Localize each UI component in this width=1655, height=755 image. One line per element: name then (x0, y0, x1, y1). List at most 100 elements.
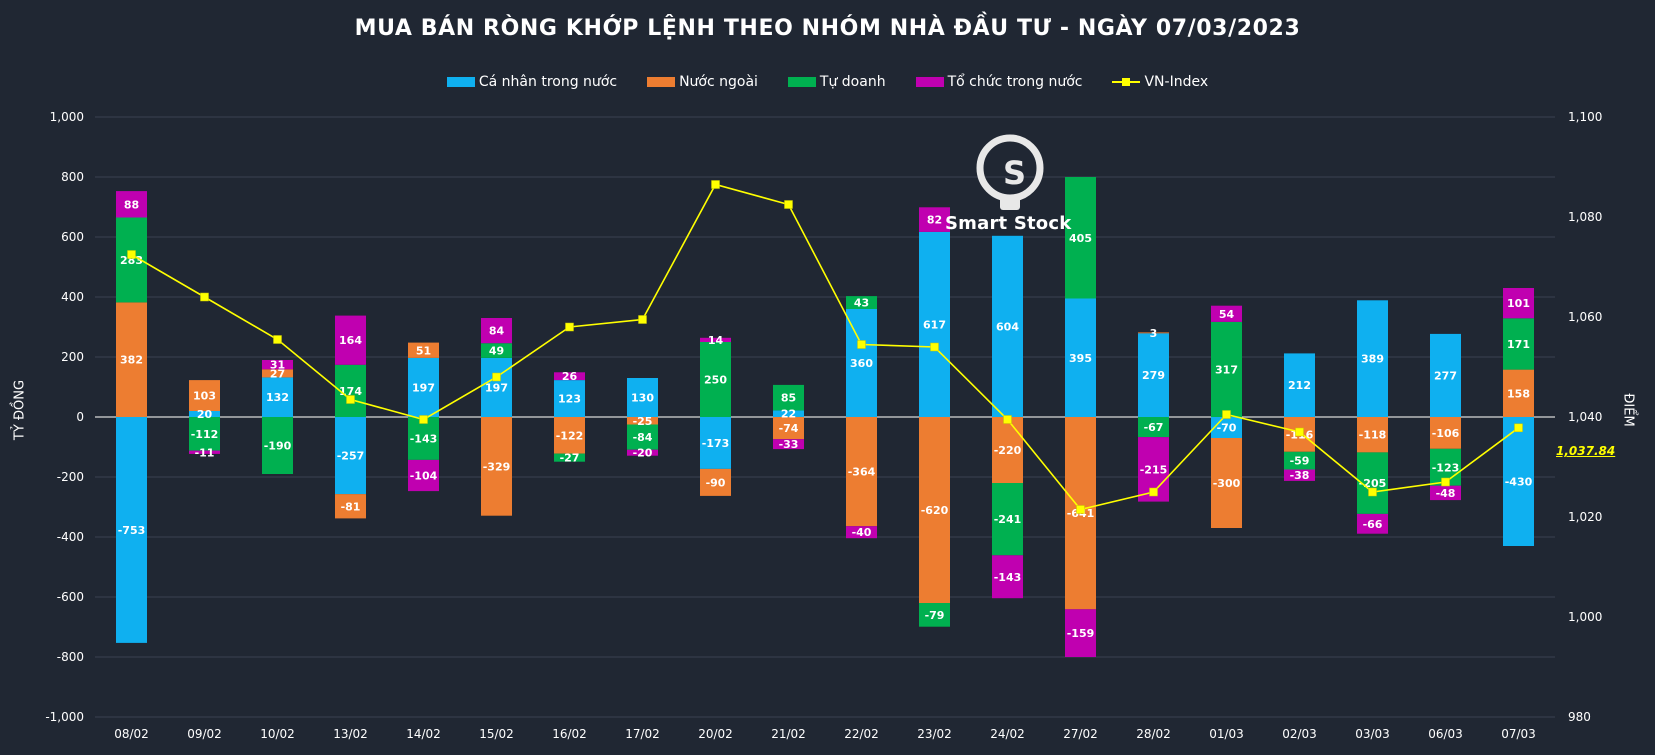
data-label: 317 (1215, 363, 1238, 376)
data-label: -753 (118, 524, 146, 537)
data-label: 84 (489, 325, 505, 338)
bar-2-27/02 (1065, 177, 1096, 299)
vn-index-point (1222, 410, 1231, 419)
data-label: 20 (197, 408, 213, 421)
bar-1-08/02 (116, 302, 147, 417)
vn-index-last-value: 1,037.84 (1556, 444, 1616, 458)
data-label: 164 (339, 334, 362, 347)
vn-index-point (1076, 505, 1085, 514)
bar-1-10/02 (262, 369, 293, 378)
legend-item-tu-doanh[interactable]: Tự doanh (787, 74, 886, 90)
data-label: -66 (1363, 518, 1383, 531)
data-label: -90 (706, 476, 726, 489)
y-tick-right: 1,080 (1568, 210, 1602, 224)
y-tick-right: 1,100 (1568, 110, 1602, 124)
bar-0-20/02 (700, 417, 731, 469)
data-label: -143 (410, 432, 438, 445)
bar-0-02/03 (1284, 353, 1315, 417)
bar-3-22/02 (846, 526, 877, 539)
data-label: -38 (1290, 469, 1310, 482)
vn-index-point (1368, 487, 1377, 497)
x-tick: 09/02 (187, 727, 222, 741)
data-label: 382 (120, 354, 143, 367)
data-label: -67 (1144, 421, 1164, 434)
data-label: 49 (489, 345, 504, 358)
data-label: 101 (1507, 297, 1530, 310)
legend-item-nuoc-ngoai[interactable]: Nước ngoài (647, 74, 758, 90)
data-label: 405 (1069, 232, 1092, 245)
legend-item-ca-nhan[interactable]: Cá nhân trong nước (446, 74, 617, 90)
x-tick: 01/03 (1209, 727, 1244, 741)
legend-item-vn-index[interactable]: VN-Index (1112, 74, 1208, 90)
x-tick: 07/03 (1501, 727, 1536, 741)
bar-0-07/03 (1503, 417, 1534, 546)
legend-item-to-chuc[interactable]: Tổ chức trong nước (915, 74, 1083, 90)
bar-1-17/02 (627, 417, 658, 425)
data-label: 279 (1142, 369, 1165, 382)
logo-text: Smart Stock (945, 213, 1072, 234)
vn-index-point (346, 395, 355, 404)
y-tick-right: 1,060 (1568, 310, 1602, 324)
data-label: 22 (781, 408, 796, 421)
bar-2-28/02 (1138, 417, 1169, 438)
data-label: -329 (483, 460, 511, 473)
bar-3-09/02 (189, 450, 220, 454)
bar-1-15/02 (481, 417, 512, 516)
y-tick-left: -1,000 (45, 710, 84, 724)
legend-swatch-ca-nhan (446, 77, 475, 87)
x-tick: 22/02 (844, 727, 879, 741)
bar-0-17/02 (627, 378, 658, 417)
data-label: 360 (850, 357, 873, 370)
bar-2-21/02 (773, 384, 804, 411)
y-tick-right: 1,020 (1568, 510, 1602, 524)
data-label: -220 (994, 444, 1022, 457)
bar-0-27/02 (1065, 298, 1096, 417)
data-label: 617 (923, 318, 946, 331)
bar-0-10/02 (262, 377, 293, 417)
data-label: 85 (781, 392, 796, 405)
data-label: 604 (996, 320, 1019, 333)
data-label: -79 (925, 609, 945, 622)
vn-index-point (857, 340, 866, 349)
vn-index-point (711, 180, 720, 189)
bar-3-03/03 (1357, 513, 1388, 534)
data-label: -40 (852, 526, 872, 539)
bar-0-24/02 (992, 235, 1023, 417)
bar-2-01/03 (1211, 321, 1242, 417)
svg-text:S: S (1003, 154, 1026, 192)
x-tick: 21/02 (771, 727, 806, 741)
y-tick-left: -800 (57, 650, 84, 664)
bar-1-01/03 (1211, 438, 1242, 528)
bar-2-14/02 (408, 417, 439, 460)
data-label: -74 (779, 422, 799, 435)
legend-label-to-chuc: Tổ chức trong nước (947, 74, 1083, 90)
bar-3-16/02 (554, 372, 585, 381)
data-label: -112 (191, 428, 219, 441)
data-label: -25 (633, 415, 653, 428)
bar-2-16/02 (554, 453, 585, 462)
vn-index-point (1441, 477, 1450, 487)
y-tick-left: 400 (61, 290, 84, 304)
bar-1-13/02 (335, 494, 366, 519)
x-tick: 23/02 (917, 727, 952, 741)
bar-0-21/02 (773, 410, 804, 417)
bar-0-28/02 (1138, 333, 1169, 417)
y-tick-right: 1,000 (1568, 610, 1602, 624)
data-label: 31 (270, 359, 285, 372)
y-tick-left: 0 (76, 410, 84, 424)
bar-1-16/02 (554, 417, 585, 454)
bar-0-13/02 (335, 417, 366, 495)
gridlines (95, 116, 1555, 718)
data-label: -122 (556, 429, 584, 442)
bar-3-10/02 (262, 360, 293, 370)
data-label: 26 (562, 370, 578, 383)
data-label: -20 (633, 447, 653, 460)
bar-3-17/02 (627, 449, 658, 456)
bar-0-16/02 (554, 380, 585, 417)
vn-index-point (784, 200, 793, 209)
data-label: -70 (1217, 422, 1237, 435)
data-label: -33 (779, 438, 799, 451)
x-tick: 24/02 (990, 727, 1025, 741)
x-tick: 16/02 (552, 727, 587, 741)
